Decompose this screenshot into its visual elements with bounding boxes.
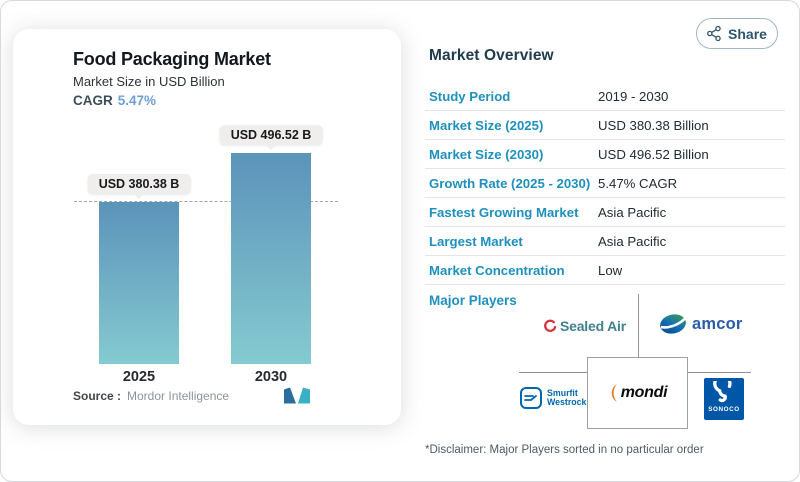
row-label: Largest Market (429, 233, 523, 249)
sonoco-logo: SONOCO (704, 378, 744, 420)
row-label: Fastest Growing Market (429, 204, 579, 220)
row-label: Market Concentration (429, 262, 565, 278)
sealed-air-wordmark: Sealed Air (560, 318, 626, 334)
chart-card: Food Packaging Market Market Size in USD… (13, 29, 401, 425)
bar-chart: USD 380.38 B USD 496.52 B (13, 125, 401, 364)
chart-title: Food Packaging Market (73, 49, 271, 69)
row-label: Market Size (2025) (429, 117, 544, 133)
row-value: Asia Pacific (598, 204, 667, 220)
table-row: Market Size (2030) USD 496.52 Billion (425, 140, 785, 169)
sonoco-icon (713, 381, 732, 403)
row-label: Growth Rate (2025 - 2030) (429, 175, 591, 191)
row-label: Market Size (2030) (429, 146, 544, 162)
share-button[interactable]: Share (696, 18, 778, 49)
disclaimer-text: *Disclaimer: Major Players sorted in no … (425, 444, 704, 456)
row-value: 5.47% CAGR (598, 175, 678, 191)
bar-2025 (99, 202, 179, 364)
x-axis-label-2030: 2030 (254, 369, 288, 385)
cagr-line: CAGR 5.47% (73, 93, 156, 108)
table-row: Study Period 2019 - 2030 (425, 82, 785, 111)
row-value: USD 496.52 Billion (598, 146, 709, 162)
x-axis-label-2025: 2025 (122, 369, 156, 385)
cagr-value: 5.47% (117, 93, 157, 108)
mondi-wordmark: mondi (620, 384, 668, 401)
row-value: 2019 - 2030 (598, 88, 669, 104)
table-row: Market Size (2025) USD 380.38 Billion (425, 111, 785, 140)
table-row: Fastest Growing Market Asia Pacific (425, 198, 785, 227)
bar-value-label-2025: USD 380.38 B (87, 174, 191, 199)
row-value: Low (598, 262, 623, 278)
mordor-intelligence-logo-icon (284, 387, 310, 404)
share-icon (707, 26, 721, 41)
major-players-label: Major Players (429, 293, 517, 308)
row-value: Asia Pacific (598, 233, 667, 249)
connector-horizontal-line-right (688, 372, 751, 373)
overview-table: Study Period 2019 - 2030 Market Size (20… (425, 82, 785, 285)
market-overview-panel: Market Overview Study Period 2019 - 2030… (425, 1, 789, 481)
smurfit-westrock-icon (520, 387, 542, 409)
amcor-wordmark: amcor (692, 314, 743, 333)
cagr-label: CAGR (73, 93, 113, 108)
table-row: Largest Market Asia Pacific (425, 227, 785, 256)
chart-subtitle: Market Size in USD Billion (73, 74, 225, 89)
reference-line (74, 201, 338, 202)
connector-vertical-line (638, 294, 639, 357)
mondi-box: mondi (587, 357, 688, 429)
connector-horizontal-line-left (519, 372, 587, 373)
panel-heading: Market Overview (429, 47, 554, 64)
bar-2030 (231, 153, 311, 364)
sealed-air-icon (544, 319, 557, 332)
source-row: Source : Mordor Intelligence (73, 389, 229, 403)
bar-value-label-2030: USD 496.52 B (219, 125, 323, 150)
sealed-air-logo: Sealed Air (542, 318, 626, 334)
source-value: Mordor Intelligence (127, 389, 230, 403)
sonoco-wordmark: SONOCO (708, 406, 740, 413)
table-row: Market Concentration Low (425, 256, 785, 285)
share-button-label: Share (728, 25, 767, 42)
smurfit-westrock-logo: Smurfit Westrock (520, 387, 586, 409)
row-value: USD 380.38 Billion (598, 117, 709, 133)
amcor-icon (660, 314, 686, 334)
row-label: Study Period (429, 88, 511, 104)
table-row: Growth Rate (2025 - 2030) 5.47% CAGR (425, 169, 785, 198)
mondi-flame-icon (611, 384, 617, 402)
mondi-logo: mondi (608, 383, 668, 403)
source-label: Source : (73, 389, 122, 403)
smurfit-westrock-wordmark: Smurfit Westrock (547, 387, 587, 407)
amcor-logo: amcor (659, 313, 743, 335)
